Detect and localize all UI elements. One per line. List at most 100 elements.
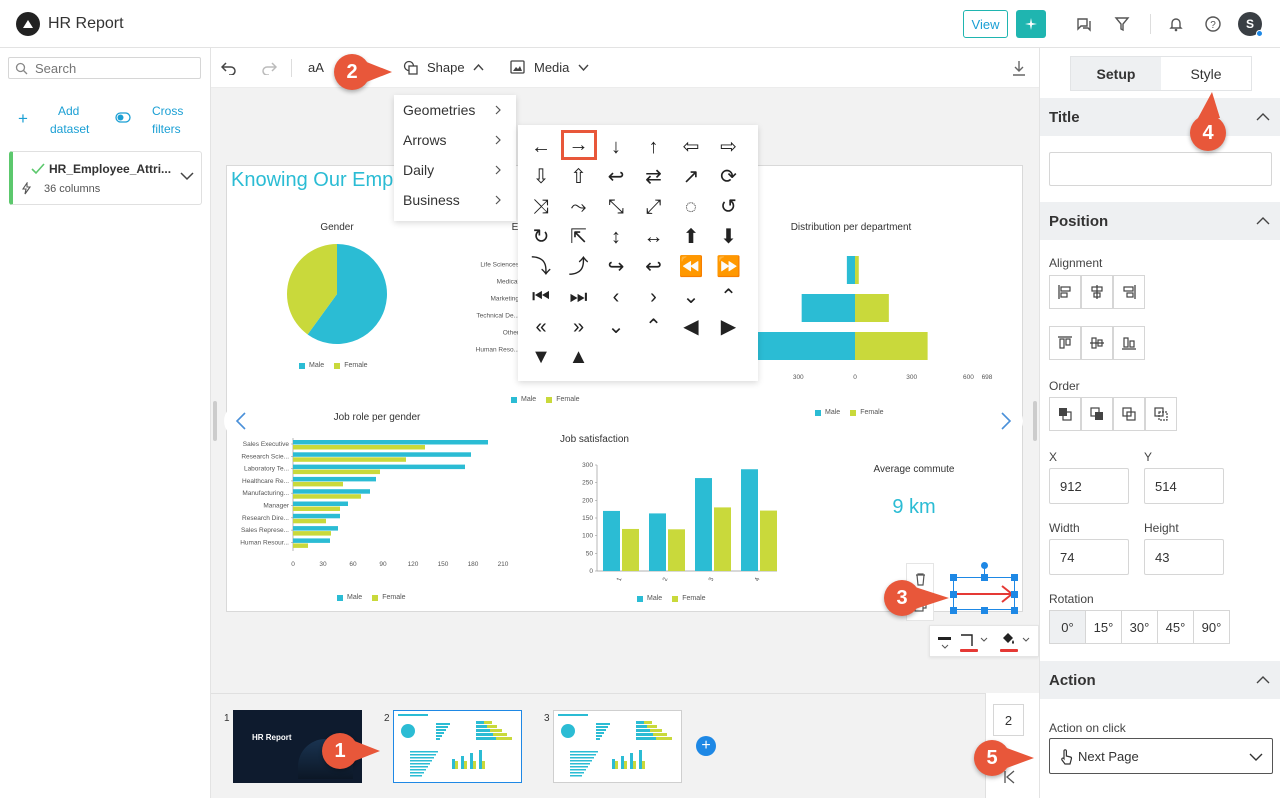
rotate-handle[interactable] <box>981 562 988 569</box>
arrow-shape-option-4-icon[interactable]: ↑ <box>648 136 659 158</box>
right-resize-handle[interactable] <box>1033 401 1037 441</box>
arrow-shape-option-2-icon[interactable]: → <box>560 130 597 160</box>
page-thumbnail-3[interactable] <box>553 710 682 783</box>
resize-handle-tc[interactable] <box>981 574 988 581</box>
resize-handle-bc[interactable] <box>981 607 988 614</box>
bring-forward-button[interactable] <box>1081 397 1113 431</box>
report-page[interactable]: Knowing Our Emp Gender Male Female E Life… <box>226 165 1023 612</box>
arrow-shape-option-3-icon[interactable]: ↓ <box>611 136 621 158</box>
arrow-shape-option-23-icon[interactable]: ⬆ <box>682 226 700 248</box>
align-right-button[interactable] <box>1113 275 1145 309</box>
action-section-header[interactable]: Action <box>1040 661 1280 699</box>
arrow-shape-option-41-icon[interactable]: ◀ <box>683 316 699 338</box>
job-satisfaction-chart[interactable]: 300 250 200 150 100 50 0 1 2 3 4 <box>567 461 787 581</box>
arrow-shape-option-34-icon[interactable]: › <box>650 286 657 308</box>
arrow-shape-option-33-icon[interactable]: ‹ <box>612 286 620 308</box>
action-select[interactable]: Next Page <box>1049 738 1273 774</box>
arrow-shape-option-37-icon[interactable]: « <box>535 316 547 338</box>
undo-icon[interactable] <box>218 57 240 79</box>
arrow-shape-option-40-icon[interactable]: ⌃ <box>645 316 662 338</box>
arrow-shape-option-35-icon[interactable]: ⌄ <box>682 286 700 308</box>
arrow-shape-option-6-icon[interactable]: ⇨ <box>720 136 737 158</box>
arrow-shape-option-43-icon[interactable]: ▼ <box>531 346 551 368</box>
department-distribution-chart[interactable]: 6986003000300600698 <box>707 251 997 391</box>
delete-icon[interactable] <box>914 572 927 586</box>
help-icon[interactable]: ? <box>1201 12 1225 36</box>
arrow-shape-option-1-icon[interactable]: ← <box>531 136 551 158</box>
arrow-shape-option-13-icon[interactable]: ⤨ <box>533 196 549 218</box>
x-input[interactable]: 912 <box>1049 468 1129 504</box>
arrow-shape-option-28-icon[interactable]: ↩ <box>645 256 662 278</box>
education-field-chart[interactable]: Life Sciences Medical Marketing Technical D… <box>422 254 522 379</box>
bring-to-front-button[interactable] <box>1049 397 1081 431</box>
app-logo-icon[interactable] <box>16 12 40 36</box>
arrow-shape-option-22-icon[interactable]: ↔ <box>643 226 664 248</box>
arrow-shape-option-18-icon[interactable]: ↺ <box>720 196 737 218</box>
arrow-shape-option-19-icon[interactable]: ↻ <box>532 226 550 248</box>
add-dataset-button[interactable]: + Add dataset <box>14 102 96 136</box>
title-section-header[interactable]: Title <box>1040 98 1280 136</box>
arrow-shape-option-38-icon[interactable]: » <box>572 316 585 338</box>
title-input[interactable] <box>1049 152 1272 186</box>
arrow-shape-option-12-icon[interactable]: ⟳ <box>720 166 737 188</box>
arrow-shape-option-20-icon[interactable]: ⇱ <box>570 226 587 248</box>
arrow-shape-option-24-icon[interactable]: ⬇ <box>720 226 737 248</box>
menu-item-daily[interactable]: Daily <box>394 155 516 185</box>
chevron-down-icon[interactable] <box>180 172 194 181</box>
redo-icon[interactable] <box>258 57 280 79</box>
rotation-15[interactable]: 15° <box>1085 610 1122 644</box>
resize-handle-ml[interactable] <box>950 591 957 598</box>
arrow-shape-option-14-icon[interactable]: ⤳ <box>570 196 587 218</box>
search-box[interactable] <box>8 57 201 79</box>
position-section-header[interactable]: Position <box>1040 202 1280 240</box>
gender-pie-chart[interactable] <box>285 242 389 346</box>
arrow-shape-option-5-icon[interactable]: ⇦ <box>682 136 700 158</box>
line-weight-button[interactable] <box>938 635 954 649</box>
arrow-shape-option-15-icon[interactable]: ⤡ <box>608 196 624 218</box>
arrow-shape-option-30-icon[interactable]: ⏩ <box>716 256 741 278</box>
tab-setup[interactable]: Setup <box>1096 65 1136 82</box>
page-thumbnail-2[interactable] <box>393 710 522 783</box>
first-page-icon[interactable] <box>1003 770 1015 784</box>
arrow-shape-option-29-icon[interactable]: ⏪ <box>678 256 704 278</box>
rotation-90[interactable]: 90° <box>1193 610 1230 644</box>
arrow-shape-option-17-icon[interactable]: ◌ <box>685 196 697 218</box>
arrow-shape-option-9-icon[interactable]: ↩ <box>607 166 625 188</box>
media-menu-button[interactable]: Media <box>510 58 594 78</box>
job-role-chart[interactable]: Sales Executive Research Scie... Laborator… <box>227 438 517 574</box>
add-page-button[interactable]: + <box>696 736 716 756</box>
view-button[interactable]: View <box>963 10 1008 38</box>
align-center-button[interactable] <box>1081 275 1113 309</box>
cross-filters-button[interactable]: Cross filters <box>112 102 202 136</box>
arrow-shape-option-25-icon[interactable]: ⤵ <box>531 256 551 278</box>
arrow-shape-option-21-icon[interactable]: ↕ <box>611 226 621 248</box>
search-input[interactable] <box>35 60 195 76</box>
shape-menu-button[interactable]: Shape <box>403 58 487 78</box>
fill-color-button[interactable] <box>1000 631 1034 653</box>
align-middle-button[interactable] <box>1081 326 1113 360</box>
dataset-card[interactable]: HR_Employee_Attri... 36 columns <box>9 151 202 205</box>
align-top-button[interactable] <box>1049 326 1081 360</box>
y-input[interactable]: 514 <box>1144 468 1224 504</box>
arrow-shape-option-44-icon[interactable]: ▲ <box>568 346 589 368</box>
arrow-shape-option-42-icon[interactable]: ▶ <box>720 316 737 338</box>
resize-handle-tr[interactable] <box>1011 574 1018 581</box>
menu-item-arrows[interactable]: Arrows <box>394 125 516 155</box>
align-bottom-button[interactable] <box>1113 326 1145 360</box>
arrow-shape-option-26-icon[interactable]: ⤴ <box>568 256 589 278</box>
arrow-shape-option-39-icon[interactable]: ⌄ <box>607 316 625 338</box>
previous-page-button[interactable] <box>224 404 258 438</box>
resize-handle-bl[interactable] <box>950 607 957 614</box>
arrow-shape-option-36-icon[interactable]: ⌃ <box>720 286 737 308</box>
text-size-button[interactable]: aA <box>308 60 324 75</box>
page-count-badge[interactable]: 2 <box>993 704 1024 736</box>
arrow-shape-option-31-icon[interactable]: ⏮ <box>532 286 550 308</box>
arrow-shape-option-8-icon[interactable]: ⇧ <box>570 166 587 188</box>
width-input[interactable]: 74 <box>1049 539 1129 575</box>
next-page-button[interactable] <box>989 404 1023 438</box>
menu-item-business[interactable]: Business <box>394 185 516 215</box>
arrow-shape-option-7-icon[interactable]: ⇩ <box>532 166 550 188</box>
rotation-45[interactable]: 45° <box>1157 610 1194 644</box>
filter-icon[interactable] <box>1110 12 1134 36</box>
tab-style[interactable]: Style <box>1161 57 1251 90</box>
